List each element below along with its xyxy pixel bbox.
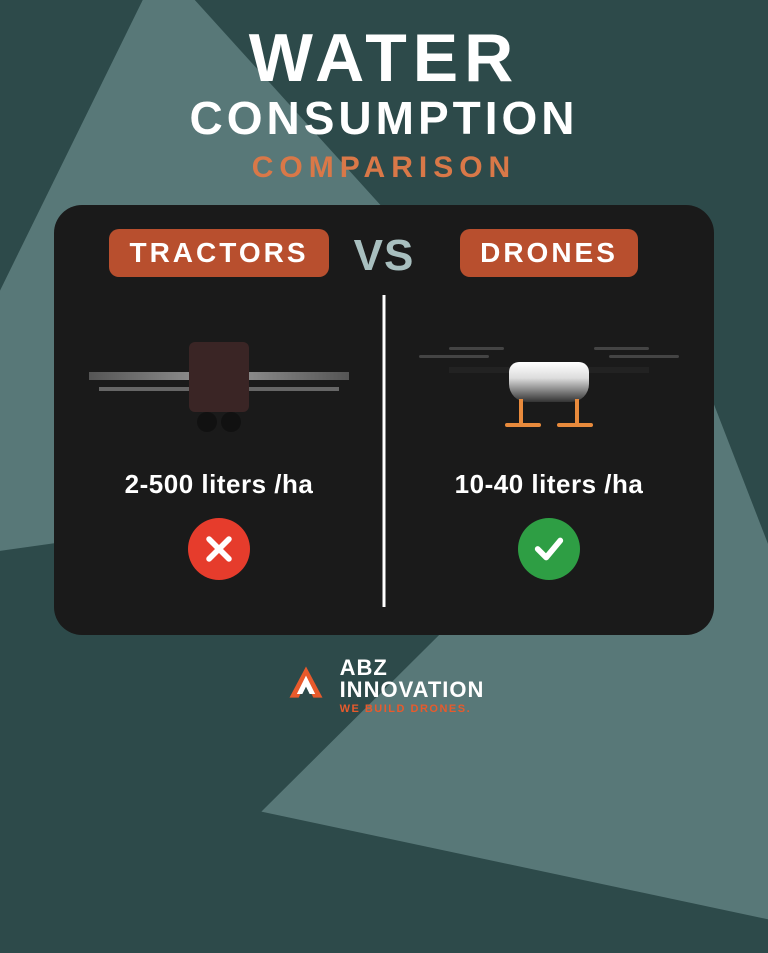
title-word-2: CONSUMPTION [190,92,579,145]
title-word-3: COMPARISON [190,151,579,185]
brand-footer: ABZ INNOVATION WE BUILD DRONES. [284,657,485,715]
title-block: WATER CONSUMPTION COMPARISON [190,24,579,185]
brand-tagline: WE BUILD DRONES. [340,704,485,715]
infographic-content: WATER CONSUMPTION COMPARISON VS TRACTORS… [0,0,768,768]
drones-metric: 10-40 liters /ha [455,469,644,500]
tractor-sprayer-icon [72,307,366,457]
drones-badge: DRONES [460,229,638,277]
right-column-drones: DRONES 10-40 liters /ha [384,205,714,635]
tractors-badge: TRACTORS [109,229,328,277]
cross-icon [188,518,250,580]
left-column-tractors: TRACTORS 2-500 liters /ha [54,205,384,635]
brand-text: ABZ INNOVATION WE BUILD DRONES. [340,657,485,715]
title-word-1: WATER [190,24,579,92]
check-icon [518,518,580,580]
abz-logo-icon [284,661,328,710]
tractors-metric: 2-500 liters /ha [125,469,314,500]
agri-drone-icon [402,307,696,457]
comparison-panel: VS TRACTORS 2-500 liters /ha DRONES [54,205,714,635]
vs-label: VS [354,231,415,281]
panel-divider [383,295,386,607]
brand-word-2: INNOVATION [340,677,485,702]
